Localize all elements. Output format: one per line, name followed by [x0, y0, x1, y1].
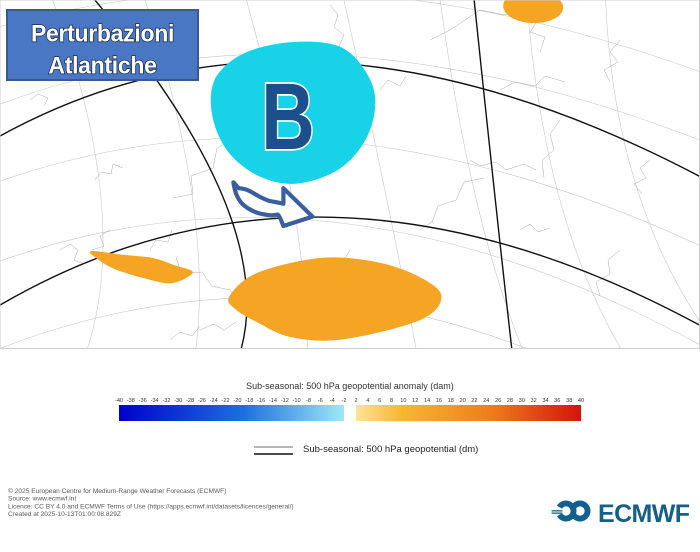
svg-text:-40: -40 [115, 398, 123, 404]
svg-text:-30: -30 [174, 398, 182, 404]
svg-text:28: 28 [507, 398, 513, 404]
svg-text:6: 6 [378, 398, 381, 404]
svg-text:B: B [261, 64, 315, 170]
svg-text:Source: www.ecmwf.int: Source: www.ecmwf.int [8, 496, 76, 503]
svg-text:24: 24 [483, 398, 489, 404]
svg-text:12: 12 [412, 398, 418, 404]
svg-text:-38: -38 [127, 398, 135, 404]
svg-text:ECMWF: ECMWF [598, 500, 690, 528]
svg-text:34: 34 [542, 398, 548, 404]
svg-text:-36: -36 [139, 398, 147, 404]
svg-text:-2: -2 [342, 398, 347, 404]
svg-text:-4: -4 [330, 398, 335, 404]
svg-text:20: 20 [459, 398, 465, 404]
svg-text:-32: -32 [162, 398, 170, 404]
svg-text:16: 16 [436, 398, 442, 404]
svg-text:-16: -16 [257, 398, 265, 404]
svg-text:36: 36 [554, 398, 560, 404]
svg-text:-22: -22 [222, 398, 230, 404]
svg-text:Created at 2025-10-13T01:00:08: Created at 2025-10-13T01:00:08.829Z [8, 511, 121, 518]
svg-text:Sub-seasonal: 500 hPa geopoten: Sub-seasonal: 500 hPa geopotential (dm) [303, 444, 478, 455]
svg-text:-6: -6 [318, 398, 323, 404]
svg-text:2: 2 [354, 398, 357, 404]
svg-text:-24: -24 [210, 398, 218, 404]
svg-text:-26: -26 [198, 398, 206, 404]
svg-text:Licence: CC BY 4.0 and ECMWF T: Licence: CC BY 4.0 and ECMWF Terms of Us… [8, 503, 294, 510]
svg-text:26: 26 [495, 398, 501, 404]
svg-text:32: 32 [530, 398, 536, 404]
svg-text:38: 38 [566, 398, 572, 404]
svg-text:-14: -14 [269, 398, 277, 404]
svg-text:© 2025 European Centre for Med: © 2025 European Centre for Medium-Range … [8, 487, 226, 495]
svg-text:-12: -12 [281, 398, 289, 404]
svg-text:10: 10 [400, 398, 406, 404]
svg-text:14: 14 [424, 398, 430, 404]
svg-text:-34: -34 [150, 398, 158, 404]
svg-text:8: 8 [390, 398, 393, 404]
svg-text:18: 18 [448, 398, 454, 404]
svg-text:40: 40 [578, 398, 584, 404]
svg-text:-10: -10 [293, 398, 301, 404]
svg-text:-8: -8 [306, 398, 311, 404]
svg-text:-20: -20 [233, 398, 241, 404]
svg-text:30: 30 [519, 398, 525, 404]
svg-text:Sub-seasonal: 500 hPa geopoten: Sub-seasonal: 500 hPa geopotential anoma… [246, 381, 454, 391]
svg-text:-28: -28 [186, 398, 194, 404]
svg-text:22: 22 [471, 398, 477, 404]
svg-text:4: 4 [366, 398, 369, 404]
svg-text:-18: -18 [245, 398, 253, 404]
